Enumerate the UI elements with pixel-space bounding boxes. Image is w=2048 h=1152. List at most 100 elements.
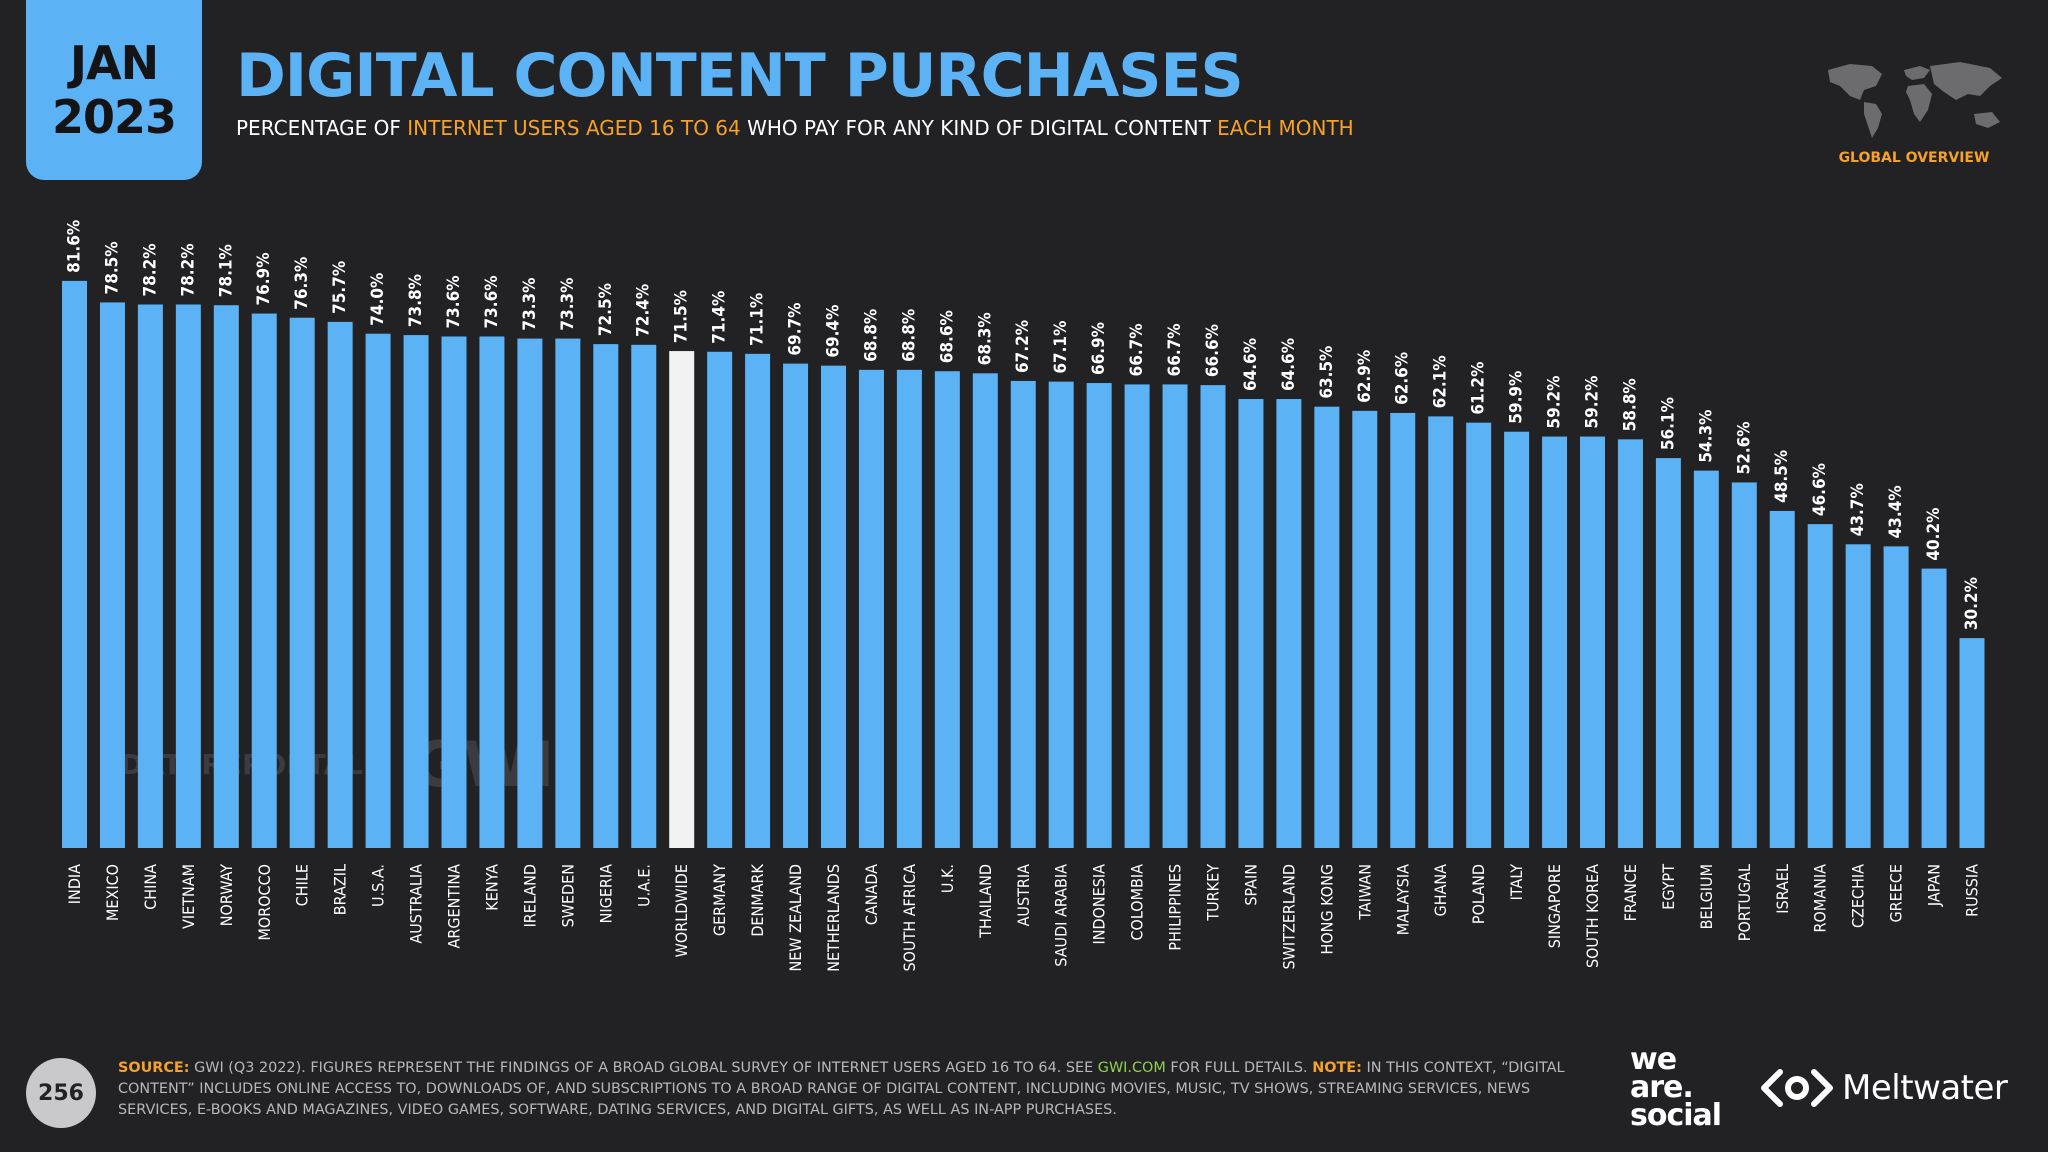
bar-italy: [1504, 431, 1530, 848]
bar-spain: [1238, 399, 1264, 848]
value-label: 67.1%: [1051, 321, 1071, 374]
date-year: 2023: [51, 90, 177, 144]
category-label: ARGENTINA: [445, 864, 464, 949]
bar-greece: [1883, 546, 1909, 848]
brand-line-1: we: [1630, 1042, 1677, 1077]
note-label: NOTE:: [1312, 1060, 1362, 1076]
value-label: 59.2%: [1545, 375, 1565, 428]
bars-layer: 81.6% INDIA 78.5% MEXICO 78.2% CHINA 78.2% VIET…: [62, 220, 1985, 972]
value-label: 78.2%: [178, 243, 198, 296]
category-label: GERMANY: [710, 864, 729, 936]
bar-egypt: [1655, 458, 1681, 848]
category-label: SINGAPORE: [1545, 864, 1564, 948]
value-label: 59.2%: [1583, 375, 1603, 428]
value-label: 68.6%: [937, 310, 957, 363]
meltwater-wordmark: Meltwater: [1842, 1068, 2008, 1108]
category-label: KENYA: [482, 864, 501, 911]
source-link[interactable]: GWI.COM: [1097, 1060, 1166, 1076]
value-label: 69.7%: [786, 303, 806, 356]
category-label: AUSTRALIA: [407, 864, 426, 944]
bar-czechia: [1845, 544, 1871, 848]
category-label: PORTUGAL: [1735, 864, 1754, 941]
category-label: BELGIUM: [1697, 864, 1716, 929]
bar-austria: [1010, 380, 1036, 848]
category-label: SWITZERLAND: [1279, 864, 1298, 969]
category-label: COLOMBIA: [1128, 864, 1147, 941]
subtitle-highlight-frequency: EACH MONTH: [1217, 116, 1354, 140]
value-label: 81.6%: [65, 220, 85, 273]
value-label: 63.5%: [1317, 346, 1337, 399]
bar-u-s-a: [365, 333, 391, 848]
bar-south-africa: [896, 369, 922, 848]
page-title: DIGITAL CONTENT PURCHASES: [236, 41, 1244, 111]
category-label: U.S.A.: [369, 864, 388, 907]
category-label: CHINA: [141, 864, 160, 910]
value-label: 72.4%: [634, 284, 654, 337]
category-label: MALAYSIA: [1393, 864, 1412, 935]
bar-turkey: [1200, 385, 1226, 848]
bar-chart: DATAREPORTAL GWI. 81.6%INDIA78.5%MEXICO7…: [62, 220, 1985, 972]
meltwater-icon: [1761, 1069, 1833, 1107]
bar-ghana: [1428, 416, 1454, 848]
value-label: 68.3%: [975, 312, 995, 365]
value-label: 43.4%: [1886, 485, 1906, 538]
bar-china: [137, 304, 163, 848]
value-label: 73.8%: [406, 274, 426, 327]
note-text: IN THIS CONTEXT, “DIGITAL CONTENT” INCLU…: [118, 1060, 1565, 1118]
value-label: 66.7%: [1165, 323, 1185, 376]
category-label: BRAZIL: [331, 864, 350, 915]
value-label: 71.1%: [748, 293, 768, 346]
category-label: ISRAEL: [1773, 864, 1792, 914]
value-label: 43.7%: [1848, 483, 1868, 536]
bar-australia: [403, 335, 429, 849]
value-label: 78.1%: [216, 244, 236, 297]
bar-norway: [213, 305, 239, 849]
world-map-icon: [1828, 62, 2002, 138]
source-text-2: FOR FULL DETAILS.: [1165, 1060, 1313, 1076]
value-label: 74.0%: [368, 273, 388, 326]
value-label: 73.6%: [482, 275, 502, 328]
value-label: 54.3%: [1696, 410, 1716, 463]
category-label: CZECHIA: [1849, 864, 1868, 928]
bar-germany: [707, 351, 733, 848]
value-label: 59.9%: [1507, 371, 1527, 424]
value-label: 62.6%: [1393, 352, 1413, 405]
category-label: IRELAND: [520, 864, 539, 927]
value-label: 71.5%: [672, 290, 692, 343]
value-label: 73.3%: [520, 278, 540, 331]
brand-line-2: are.: [1630, 1070, 1694, 1105]
value-label: 68.8%: [861, 309, 881, 362]
bar-france: [1617, 439, 1643, 848]
category-label: U.A.E.: [634, 864, 653, 907]
bar-taiwan: [1352, 410, 1378, 848]
bar-romania: [1807, 524, 1833, 848]
value-label: 66.7%: [1127, 323, 1147, 376]
date-month: JAN: [69, 36, 159, 90]
bar-nigeria: [593, 344, 619, 848]
bar-u-k: [934, 371, 960, 848]
category-label: JAPAN: [1925, 864, 1944, 907]
value-label: 76.9%: [254, 252, 274, 305]
value-label: 73.3%: [558, 278, 578, 331]
value-label: 52.6%: [1734, 421, 1754, 474]
value-label: 62.1%: [1431, 355, 1451, 408]
category-label: SOUTH KOREA: [1583, 864, 1602, 968]
category-label: WORLDWIDE: [672, 864, 691, 957]
value-label: 48.5%: [1772, 450, 1792, 503]
category-label: AUSTRIA: [1014, 864, 1033, 927]
bar-mexico: [99, 302, 125, 848]
category-label: SAUDI ARABIA: [1052, 864, 1071, 967]
bar-portugal: [1731, 482, 1757, 848]
bar-brazil: [327, 321, 353, 848]
bar-colombia: [1124, 384, 1150, 848]
value-label: 71.4%: [710, 291, 730, 344]
value-label: 58.8%: [1620, 378, 1640, 431]
subtitle-part1: PERCENTAGE OF: [236, 116, 408, 140]
bar-new-zealand: [783, 363, 809, 848]
value-label: 66.9%: [1089, 322, 1109, 375]
category-label: TAIWAN: [1355, 864, 1374, 921]
value-label: 62.9%: [1355, 350, 1375, 403]
bar-ireland: [517, 338, 543, 848]
value-label: 40.2%: [1924, 508, 1944, 561]
bar-south-korea: [1580, 436, 1605, 848]
